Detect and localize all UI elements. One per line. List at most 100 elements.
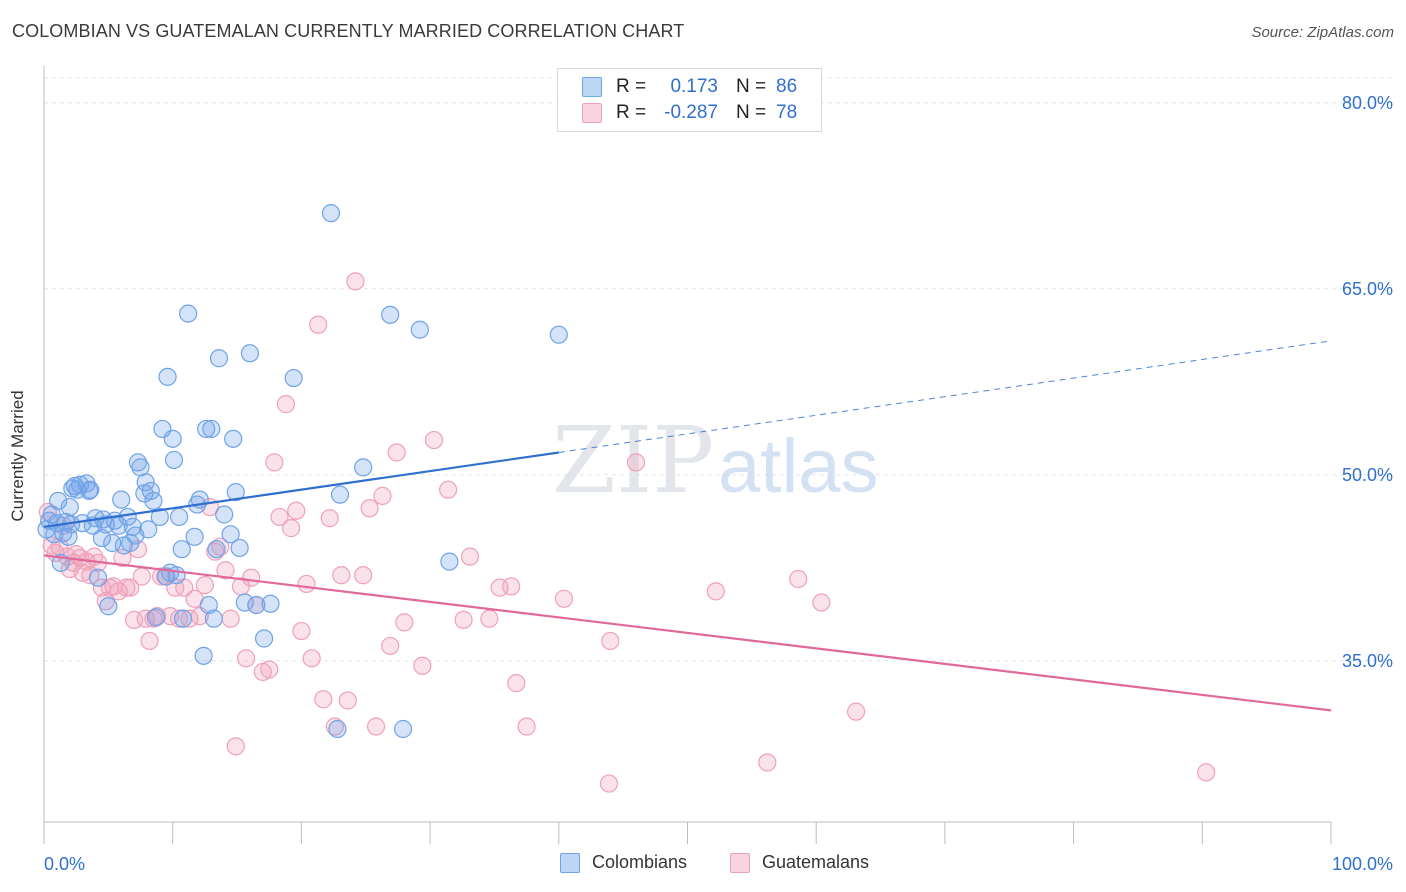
guatemalan-point [309,315,328,334]
colombian-point [172,540,191,559]
legend-label: Colombians [592,852,688,872]
guatemalan-point [260,660,279,679]
guatemalan-point [413,656,432,675]
guatemalan-point [236,649,256,668]
n-label: N = [736,102,767,123]
trend-lines [43,340,1332,712]
watermark: ZIP atlas [552,407,879,514]
guatemalan-point [373,486,392,505]
guatemalan-point [502,577,521,596]
correlation-legend: R = 0.173 N = 86 R = -0.287 N = 78 [557,68,822,132]
chart-source: Source: ZipAtlas.com [1251,24,1394,41]
r-value: -0.287 [664,102,718,123]
colombian-point [163,429,182,448]
colombian-point [194,646,213,665]
guatemalan-point [96,592,115,611]
colombian-point [139,520,158,539]
r-value: 0.173 [670,76,718,97]
y-axis-label: Currently Married [8,390,27,522]
guatemalan-point [132,567,151,586]
guatemalan-point [226,737,245,756]
colombian-point [440,552,459,571]
guatemalan-point [302,649,321,668]
guatemalans-trend-line [43,554,1332,712]
colombian-point [202,419,221,439]
colombian-point [261,594,280,613]
colombians-points [37,204,568,739]
n-value: 86 [776,76,798,97]
guatemalan-point [517,717,536,736]
guatemalan-point [276,395,296,414]
guatemalan-point [117,578,136,597]
r-label: R = [616,102,647,123]
colombian-point [240,344,260,363]
y-tick-label: 80.0% [1342,93,1393,113]
guatemalan-point [846,702,866,721]
colombian-point [146,608,166,627]
colombian-point [549,325,568,344]
colombian-point [224,429,243,448]
colombian-point [221,525,240,544]
chart-title: COLOMBIAN VS GUATEMALAN CURRENTLY MARRIE… [12,21,685,41]
guatemalan-point [812,593,831,612]
colombian-point [79,481,99,501]
legend-label: Guatemalans [762,852,870,872]
colombian-point [354,458,373,477]
colombian-point [112,490,131,509]
colombian-point [81,480,100,499]
legend-item-guatemalans: Guatemalans [730,852,869,873]
y-tick-label: 35.0% [1342,651,1393,671]
x-tick-label: 100.0% [1332,854,1393,874]
colombian-point [103,533,122,553]
colombian-point [158,367,177,386]
colombian-point [136,473,155,492]
x-tick-label: 0.0% [44,854,85,874]
guatemalan-point [395,613,414,632]
colombian-point [197,419,216,439]
colombian-point [328,719,347,739]
watermark-zip: ZIP [552,407,714,514]
colombian-point [92,528,112,548]
colombians-swatch [560,852,580,873]
guatemalan-point [381,636,400,656]
colombian-point [59,527,78,546]
colombian-point [49,491,68,510]
guatemalan-point [216,561,235,580]
guatemalan-point [599,774,619,793]
colombian-point [60,497,79,517]
guatemalan-point [789,569,808,589]
guatemalan-point [140,631,159,651]
y-tick-label: 65.0% [1342,279,1393,299]
guatemalan-point [195,576,214,595]
colombian-point [230,538,249,558]
guatemalan-point [601,631,620,651]
guatemalan-point [282,519,301,538]
colombian-point [170,507,189,527]
guatemalan-point [507,674,526,693]
guatemalan-point [554,589,574,608]
guatemalan-point [387,443,406,462]
colombian-point [144,491,163,510]
guatemalan-point [346,272,365,291]
colombian-point [88,568,108,587]
guatemalan-point [360,499,379,518]
guatemalan-point [148,607,167,626]
colombian-point [173,609,193,628]
guatemalan-point [354,566,373,585]
guatemalan-point [454,610,473,629]
colombians-trend-extension [558,340,1332,453]
legend-row-colombians: R = 0.173 N = 86 [582,76,797,98]
guatemalan-point [480,609,499,628]
guatemalan-point [270,507,289,527]
guatemalan-point [460,547,480,566]
colombian-point [226,483,245,502]
colombian-point [207,540,226,559]
guatemalan-point [297,574,316,594]
guatemalan-point [242,568,261,587]
colombian-point [179,304,198,323]
n-value: 78 [776,102,798,123]
colombian-point [381,305,400,324]
colombian-point [247,595,266,615]
guatemalan-point [424,430,444,450]
